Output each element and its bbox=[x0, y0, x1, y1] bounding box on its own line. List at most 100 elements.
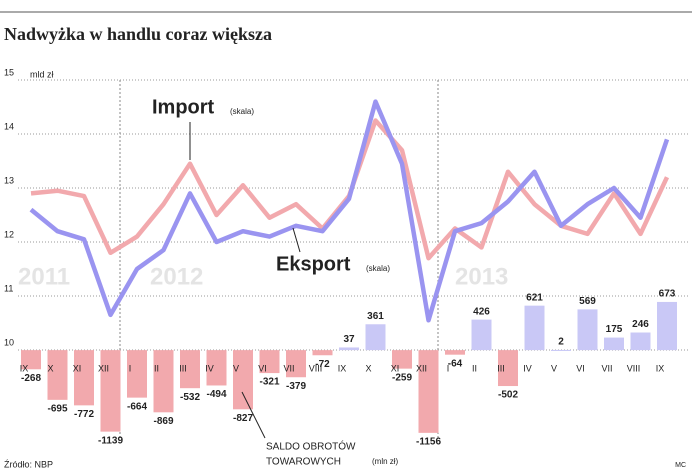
x-tick-label: XII bbox=[98, 363, 109, 373]
x-tick-label: VIII bbox=[627, 363, 641, 373]
value-label: -664 bbox=[127, 401, 147, 412]
export-label: Eksport bbox=[276, 253, 351, 275]
x-tick-label: X bbox=[47, 363, 53, 373]
credit: MC bbox=[675, 462, 686, 469]
value-label: 37 bbox=[343, 334, 355, 345]
x-tick-label: V bbox=[551, 363, 557, 373]
x-tick-label: V bbox=[233, 363, 239, 373]
bar bbox=[392, 350, 412, 369]
year-label: 2012 bbox=[150, 263, 203, 290]
value-label: -379 bbox=[286, 381, 306, 392]
value-label: -502 bbox=[498, 390, 518, 401]
value-label: 621 bbox=[526, 292, 543, 303]
y-tick-label: 12 bbox=[4, 229, 14, 239]
bar bbox=[47, 350, 68, 400]
import-note: (skala) bbox=[230, 107, 254, 116]
value-label: -772 bbox=[74, 409, 94, 420]
x-tick-label: IX bbox=[656, 363, 665, 373]
x-tick-label: II bbox=[472, 363, 477, 373]
x-tick-label: VIII bbox=[309, 363, 323, 373]
bar bbox=[127, 350, 147, 398]
x-tick-label: I bbox=[129, 363, 132, 373]
x-tick-label: X bbox=[365, 363, 371, 373]
x-tick-label: II bbox=[154, 363, 159, 373]
bar bbox=[21, 350, 41, 370]
plot: 10 11 12 13 14 15 -268 -695 -772 -1139 -664 -869 -53… bbox=[4, 67, 688, 447]
value-label: 361 bbox=[367, 311, 384, 322]
x-tick-label: XII bbox=[416, 363, 427, 373]
chart-title: Nadwyżka w handlu coraz większa bbox=[4, 24, 272, 44]
bar bbox=[551, 349, 571, 351]
year-label: 2011 bbox=[18, 263, 70, 290]
x-tick-label: XI bbox=[73, 363, 82, 373]
leader-line bbox=[292, 227, 301, 253]
saldo-label: TOWAROWYCH bbox=[266, 457, 341, 468]
x-tick-label: IX bbox=[338, 363, 347, 373]
value-label: -64 bbox=[448, 358, 463, 369]
bar bbox=[100, 350, 121, 432]
value-label: 426 bbox=[473, 306, 490, 317]
bar bbox=[206, 350, 227, 386]
value-label: -259 bbox=[392, 372, 412, 383]
bar bbox=[365, 324, 386, 351]
bar bbox=[153, 350, 174, 413]
bar bbox=[312, 350, 333, 356]
bar bbox=[498, 350, 518, 387]
value-label: -532 bbox=[180, 392, 200, 403]
x-tick-label: III bbox=[497, 363, 505, 373]
leader-line bbox=[241, 391, 266, 439]
value-label: -1156 bbox=[416, 436, 441, 447]
bar bbox=[604, 337, 624, 351]
bar bbox=[577, 309, 598, 351]
bar bbox=[180, 350, 200, 389]
value-label: 569 bbox=[579, 296, 596, 307]
value-label: -494 bbox=[206, 389, 226, 400]
value-label: -869 bbox=[153, 416, 173, 427]
saldo-unit: (mln zł) bbox=[372, 457, 399, 466]
x-tick-label: VII bbox=[283, 363, 294, 373]
y-tick-label: 15 bbox=[4, 67, 14, 77]
year-label: 2013 bbox=[455, 263, 508, 290]
y-tick-label: 10 bbox=[4, 337, 14, 347]
bar bbox=[630, 332, 651, 351]
value-label: 673 bbox=[659, 289, 676, 300]
y-tick-label: 14 bbox=[4, 121, 14, 131]
bar bbox=[471, 319, 492, 351]
saldo-label: SALDO OBROTÓW bbox=[266, 440, 356, 453]
x-tick-label: VI bbox=[576, 363, 585, 373]
bar bbox=[418, 350, 439, 433]
bar bbox=[259, 350, 280, 374]
value-label: -1139 bbox=[98, 435, 123, 446]
export-note: (skala) bbox=[366, 264, 390, 273]
bar bbox=[74, 350, 94, 406]
x-tick-label: VII bbox=[601, 363, 612, 373]
value-label: 246 bbox=[632, 319, 649, 330]
x-tick-label: IV bbox=[205, 363, 214, 373]
x-tick-label: VI bbox=[258, 363, 267, 373]
bar bbox=[445, 350, 465, 355]
y-tick-label: 13 bbox=[4, 175, 14, 185]
import-label: Import bbox=[152, 96, 215, 118]
value-label: -268 bbox=[21, 373, 41, 384]
x-tick-label: I bbox=[447, 363, 450, 373]
bar bbox=[524, 305, 545, 351]
y-unit: mld zł bbox=[30, 69, 54, 79]
value-label: 2 bbox=[558, 337, 564, 348]
value-label: -321 bbox=[259, 377, 279, 388]
bar bbox=[657, 301, 677, 351]
y-tick-label: 11 bbox=[4, 283, 13, 293]
x-tick-label: IX bbox=[20, 363, 29, 373]
x-tick-label: XI bbox=[391, 363, 400, 373]
bar bbox=[286, 350, 306, 378]
line-series bbox=[30, 118, 670, 261]
value-label: 175 bbox=[606, 324, 623, 335]
source: Źródło: NBP bbox=[4, 459, 53, 469]
x-tick-label: IV bbox=[523, 363, 532, 373]
x-tick-label: III bbox=[179, 363, 187, 373]
bar bbox=[339, 347, 359, 351]
value-label: -695 bbox=[47, 403, 67, 414]
value-label: -827 bbox=[233, 413, 253, 424]
value-label: -72 bbox=[315, 359, 330, 370]
